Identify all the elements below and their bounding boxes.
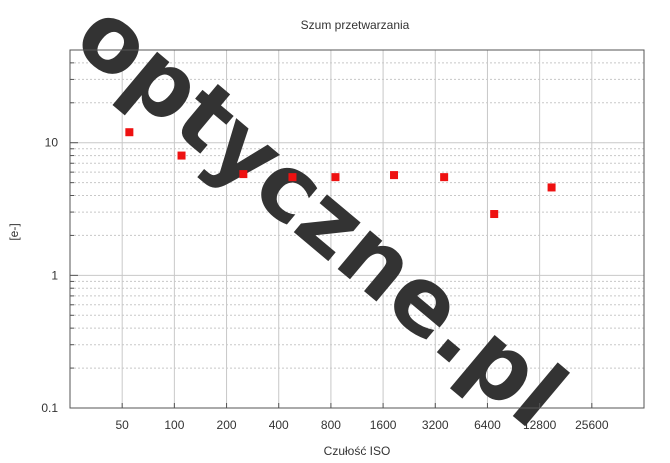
x-tick-label: 1600 (370, 418, 397, 432)
data-point (331, 173, 340, 182)
data-points (125, 128, 556, 219)
x-tick-label: 100 (164, 418, 184, 432)
x-tick-label: 25600 (575, 418, 609, 432)
data-point (239, 170, 248, 179)
data-point (177, 151, 186, 160)
x-tick-label: 3200 (422, 418, 449, 432)
data-point (288, 173, 297, 182)
x-tick-label: 50 (116, 418, 130, 432)
y-axis-label: [e-] (7, 223, 21, 240)
data-point (547, 183, 556, 192)
x-tick-label: 12800 (523, 418, 557, 432)
data-point (440, 173, 449, 182)
x-tick-label: 400 (269, 418, 289, 432)
y-tick-label: 0.1 (41, 401, 58, 415)
x-tick-label: 800 (321, 418, 341, 432)
x-tick-label: 6400 (474, 418, 501, 432)
y-tick-label: 10 (45, 136, 59, 150)
data-point (125, 128, 134, 137)
grid (70, 50, 644, 409)
x-tick-label: 200 (217, 418, 237, 432)
x-axis-ticks: 50 100 200 400 800 1600 3200 6400 12800 25600 (116, 403, 609, 432)
x-axis-label: Czułość ISO (324, 444, 391, 458)
data-point (390, 171, 399, 180)
chart-title: Szum przetwarzania (301, 18, 410, 32)
watermark-text: optyczne.pl (56, 0, 585, 448)
y-tick-label: 1 (51, 268, 58, 282)
data-point (490, 210, 499, 219)
plot-frame (69, 49, 645, 409)
y-axis-ticks: 0.1 1 10 (41, 49, 78, 415)
watermark: optyczne.pl (56, 0, 585, 448)
